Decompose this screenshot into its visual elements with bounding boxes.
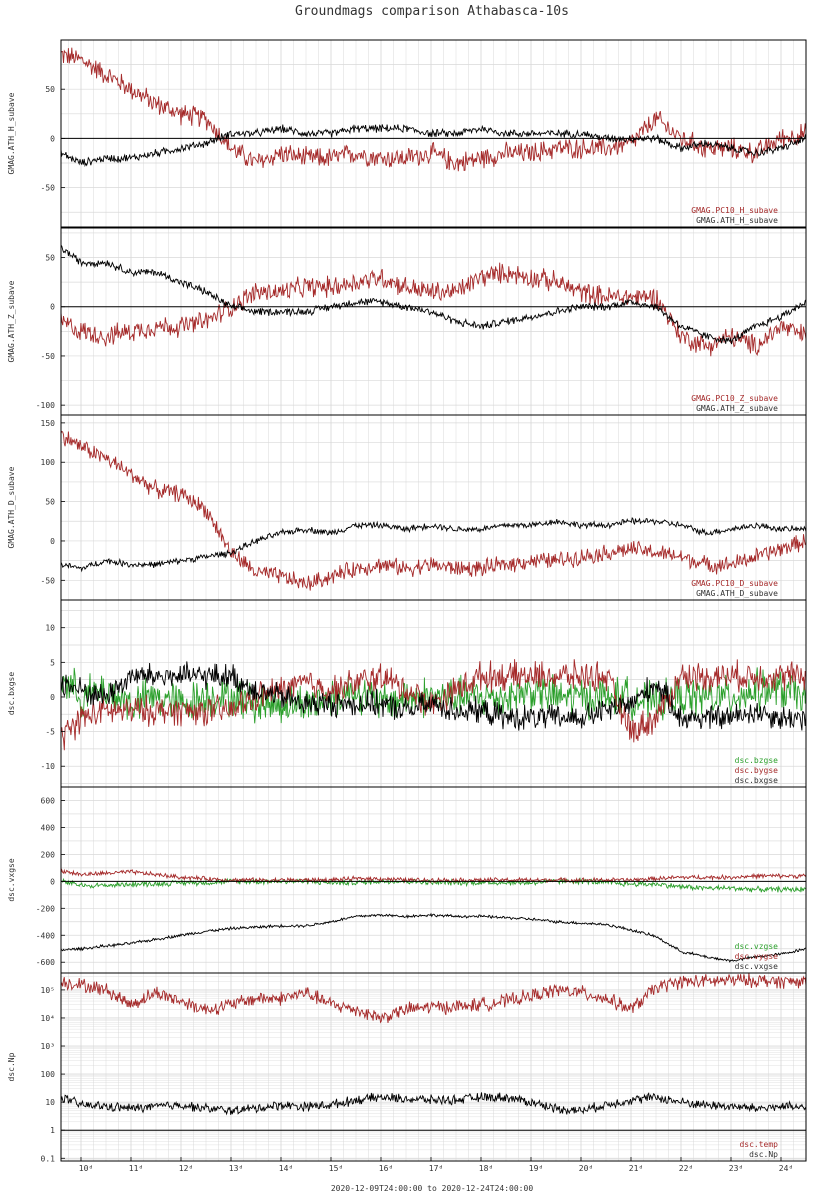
series-line-gmag-ath-d-subave	[60, 517, 807, 573]
panel-5: 600 400 200 0 -200 -400 -600 dsc.vxgse dsc.vzgse…	[7, 786, 807, 974]
y-tick-label: -400	[36, 931, 55, 940]
series-line-gmag-pc10-z-subave	[60, 262, 807, 357]
legend-entry: dsc.bygse	[735, 766, 779, 775]
y-axis-label: dsc.vxgse	[7, 858, 16, 902]
y-tick-label: -50	[41, 184, 56, 193]
y-tick-label: 50	[45, 254, 55, 263]
panel-frame	[60, 972, 807, 1162]
y-axis-label: GMAG.ATH_Z_subave	[7, 280, 16, 362]
y-tick-label: 10	[45, 624, 55, 633]
legend-entry: dsc.vygse	[735, 952, 779, 961]
panel-1: 500-50GMAG.ATH_H_subaveGMAG.PC10_H_subav…	[7, 39, 807, 228]
x-axis: 10ᵈ 11ᵈ 12ᵈ 13ᵈ 14ᵈ 15ᵈ 16ᵈ 17ᵈ 18ᵈ 19ᵈ 20ᵈ 21ᵈ 22ᵈ 2…	[79, 1157, 793, 1173]
y-tick-label: -50	[41, 576, 56, 585]
y-tick-label: 0	[50, 877, 55, 886]
y-tick-label: -10	[41, 762, 56, 771]
y-tick-label: 150	[41, 419, 56, 428]
y-tick-label: -5	[45, 728, 55, 737]
y-tick-label: 0	[50, 537, 55, 546]
x-tick-label: 13ᵈ	[229, 1164, 243, 1173]
y-axis-label: dsc.Np	[7, 1052, 16, 1081]
legend-entry: GMAG.ATH_Z_subave	[696, 404, 778, 413]
legend-entry: GMAG.ATH_H_subave	[696, 216, 778, 225]
y-tick-label: -50	[41, 352, 56, 361]
panel-frame	[60, 227, 807, 416]
x-tick-label: 12ᵈ	[179, 1164, 193, 1173]
x-tick-label: 18ᵈ	[479, 1164, 493, 1173]
y-tick-label: 400	[41, 823, 56, 832]
legend-entry: dsc.temp	[739, 1140, 778, 1149]
y-tick-label: 0.1	[41, 1154, 56, 1163]
legend-entry: dsc.bxgse	[735, 776, 779, 785]
panel-2: 500-50-100GMAG.ATH_Z_subaveGMAG.PC10_Z_s…	[7, 227, 807, 416]
chart-title: Groundmags comparison Athabasca-10s	[295, 4, 569, 19]
x-tick-label: 22ᵈ	[679, 1164, 693, 1173]
x-tick-label: 15ᵈ	[329, 1164, 343, 1173]
y-axis-label: GMAG.ATH_H_subave	[7, 92, 16, 174]
y-tick-label: -200	[36, 904, 55, 913]
series-line-gmag-pc10-h-subave	[60, 47, 807, 172]
legend-entry: dsc.vxgse	[735, 962, 779, 971]
x-tick-label: 23ᵈ	[729, 1164, 743, 1173]
legend-entry: dsc.vzgse	[735, 942, 779, 951]
y-tick-label: 10⁴	[41, 1014, 55, 1023]
time-range-label: 2020-12-09T24:00:00 to 2020-12-24T24:00:…	[331, 1184, 533, 1193]
legend-entry: GMAG.PC10_D_subave	[691, 579, 778, 588]
x-tick-label: 17ᵈ	[429, 1164, 443, 1173]
series-line-gmag-pc10-d-subave	[60, 430, 807, 591]
series-line-dsc-bxgse	[60, 661, 807, 731]
y-tick-label: 0	[50, 303, 55, 312]
y-tick-label: 0	[50, 134, 55, 143]
x-tick-label: 14ᵈ	[279, 1164, 293, 1173]
series-line-dsc-vxgse	[60, 912, 807, 963]
y-axis-label: dsc.bxgse	[7, 672, 16, 716]
y-tick-label: 5	[50, 658, 55, 667]
x-tick-label: 21ᵈ	[629, 1164, 643, 1173]
y-tick-label: 10³	[41, 1042, 55, 1051]
panel-3: 150100500-50GMAG.ATH_D_subaveGMAG.PC10_D…	[7, 414, 807, 601]
series-line-dsc-bzgse	[60, 667, 807, 724]
x-tick-label: 19ᵈ	[529, 1164, 543, 1173]
series-line-dsc-np	[60, 1092, 807, 1116]
legend-entry: GMAG.PC10_H_subave	[691, 206, 778, 215]
panels-group: 500-50GMAG.ATH_H_subaveGMAG.PC10_H_subav…	[7, 39, 807, 1163]
panel-frame	[60, 39, 807, 228]
x-tick-label: 11ᵈ	[129, 1164, 143, 1173]
x-tick-label: 10ᵈ	[79, 1164, 93, 1173]
series-line-dsc-bygse	[60, 659, 807, 751]
series-line-gmag-ath-z-subave	[60, 244, 807, 345]
y-tick-label: 50	[45, 85, 55, 94]
y-tick-label: 600	[41, 796, 56, 805]
series-line-dsc-temp	[60, 972, 807, 1024]
x-tick-label: 16ᵈ	[379, 1164, 393, 1173]
y-tick-label: -600	[36, 958, 55, 967]
panel-4: 1050-5-10dsc.bxgsedsc.bzgsedsc.bygsedsc.…	[7, 599, 807, 788]
y-tick-label: 1	[50, 1126, 55, 1135]
legend-entry: GMAG.PC10_Z_subave	[691, 394, 778, 403]
legend-entry: GMAG.ATH_D_subave	[696, 589, 778, 598]
y-tick-label: 10⁵	[41, 986, 55, 995]
legend-entry: dsc.Np	[749, 1150, 778, 1159]
y-tick-label: 10	[45, 1098, 55, 1107]
y-tick-label: 100	[41, 458, 56, 467]
y-tick-label: 50	[45, 498, 55, 507]
y-axis-label: GMAG.ATH_D_subave	[7, 466, 16, 548]
x-tick-label: 24ᵈ	[779, 1164, 793, 1173]
series-line-gmag-ath-h-subave	[60, 124, 807, 168]
legend-entry: dsc.bzgse	[735, 756, 779, 765]
y-tick-label: -100	[36, 401, 55, 410]
y-tick-label: 0	[50, 693, 55, 702]
y-tick-label: 100	[41, 1070, 56, 1079]
y-tick-label: 200	[41, 850, 56, 859]
x-tick-label: 20ᵈ	[579, 1164, 593, 1173]
